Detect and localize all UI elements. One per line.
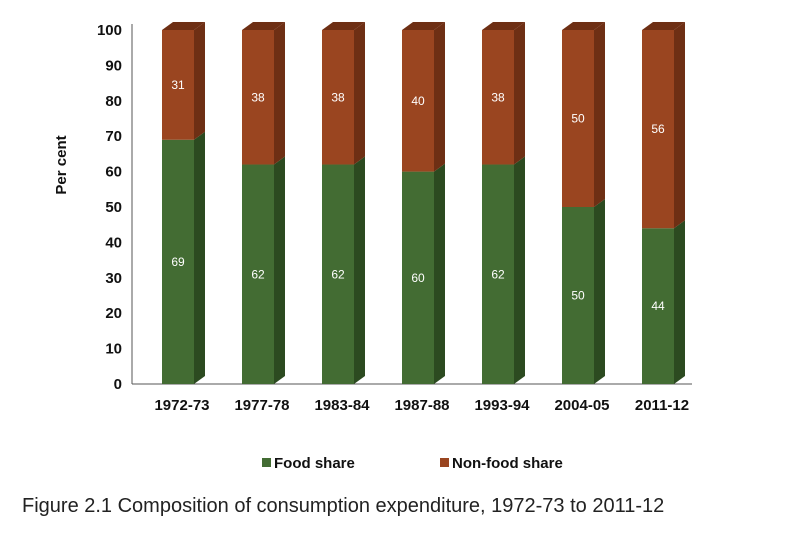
bar-segment-non-food: 50: [562, 22, 605, 207]
bar-front: [562, 30, 594, 207]
y-tick-label: 70: [105, 128, 122, 145]
data-label: 50: [571, 112, 585, 126]
bar-side: [674, 220, 685, 384]
bar-front: [402, 30, 434, 172]
figure-caption: Figure 2.1 Composition of consumption ex…: [22, 495, 665, 517]
bar-side: [274, 22, 285, 165]
bar-front: [242, 30, 274, 165]
y-tick-label: 10: [105, 341, 122, 358]
bar-front: [402, 171, 434, 384]
y-tick-label: 100: [97, 22, 122, 39]
bar-segment-food: 62: [322, 156, 365, 384]
x-category-label: 1977-78: [234, 397, 289, 414]
x-category-label: 2011-12: [635, 397, 689, 414]
bar-front: [242, 164, 274, 384]
data-label: 38: [331, 90, 345, 104]
y-tick-label: 30: [105, 270, 122, 287]
bar-segment-non-food: 40: [402, 22, 445, 172]
x-axis-categories: 1972-73 1977-78 1983-84 1987-88 1993-94 2004-…: [154, 397, 689, 414]
bar-top: [402, 22, 445, 30]
x-category-label: 1987-88: [394, 397, 449, 414]
bar-front: [162, 139, 194, 384]
bar-side: [594, 199, 605, 384]
data-label: 38: [491, 90, 505, 104]
bar-front: [482, 164, 514, 384]
data-label: 40: [411, 94, 425, 108]
data-label: 62: [491, 267, 505, 281]
bar-side: [594, 22, 605, 207]
bar-side: [434, 163, 445, 384]
bar-segment-food: 62: [242, 156, 285, 384]
data-label: 31: [171, 78, 185, 92]
bar-side: [354, 22, 365, 165]
data-label: 44: [651, 299, 665, 313]
legend-swatch: [440, 458, 449, 467]
bar-segment-food: 50: [562, 199, 605, 384]
y-axis-ticks: 0 10 20 30 40 50 60 70 80 90 100: [97, 22, 122, 393]
bar-segment-non-food: 38: [242, 22, 285, 165]
bar-segment-non-food: 38: [322, 22, 365, 165]
bar-front: [482, 30, 514, 165]
bar-segment-food: 69: [162, 131, 205, 384]
bar-side: [194, 131, 205, 384]
bar-side: [514, 156, 525, 384]
y-tick-label: 80: [105, 93, 122, 110]
y-tick-label: 20: [105, 305, 122, 322]
x-category-label: 1983-84: [314, 397, 370, 414]
data-label: 38: [251, 90, 265, 104]
bar-front: [322, 164, 354, 384]
bar-front: [322, 30, 354, 165]
bar-segment-non-food: 56: [642, 22, 685, 229]
y-axis-label: Per cent: [53, 135, 70, 194]
bar-top: [642, 22, 685, 30]
bar-top: [322, 22, 365, 30]
bar-segment-non-food: 31: [162, 22, 205, 140]
legend-label: Food share: [274, 455, 355, 472]
bar-segment-food: 60: [402, 163, 445, 384]
y-tick-label: 0: [114, 376, 122, 393]
bar-front: [642, 30, 674, 229]
data-label: 50: [571, 289, 585, 303]
bar-side: [674, 22, 685, 229]
x-category-label: 1993-94: [474, 397, 530, 414]
x-category-label: 1972-73: [154, 397, 209, 414]
bar-top: [482, 22, 525, 30]
legend: Food share Non-food share: [262, 455, 563, 472]
bar-side: [354, 156, 365, 384]
x-category-label: 2004-05: [554, 397, 609, 414]
bar-side: [274, 156, 285, 384]
bar-front: [162, 30, 194, 140]
y-tick-label: 60: [105, 164, 122, 181]
bar-side: [434, 22, 445, 172]
legend-swatch: [262, 458, 271, 467]
data-label: 56: [651, 122, 665, 136]
bar-segment-non-food: 38: [482, 22, 525, 165]
bar-top: [242, 22, 285, 30]
data-label: 62: [251, 267, 265, 281]
data-label: 60: [411, 271, 425, 285]
bar-top: [562, 22, 605, 30]
y-tick-label: 40: [105, 234, 122, 251]
legend-label: Non-food share: [452, 455, 563, 472]
data-label: 69: [171, 255, 185, 269]
bar-front: [642, 228, 674, 384]
bar-top: [162, 22, 205, 30]
bar-side: [514, 22, 525, 165]
data-label: 62: [331, 267, 345, 281]
bar-front: [562, 207, 594, 384]
bars: 69 31 62 38 62 38 60 40 62 38 50 50 44 56: [162, 22, 685, 384]
bar-segment-food: 44: [642, 220, 685, 384]
y-tick-label: 50: [105, 199, 122, 216]
y-tick-label: 90: [105, 57, 122, 74]
bar-side: [194, 22, 205, 140]
bar-segment-food: 62: [482, 156, 525, 384]
